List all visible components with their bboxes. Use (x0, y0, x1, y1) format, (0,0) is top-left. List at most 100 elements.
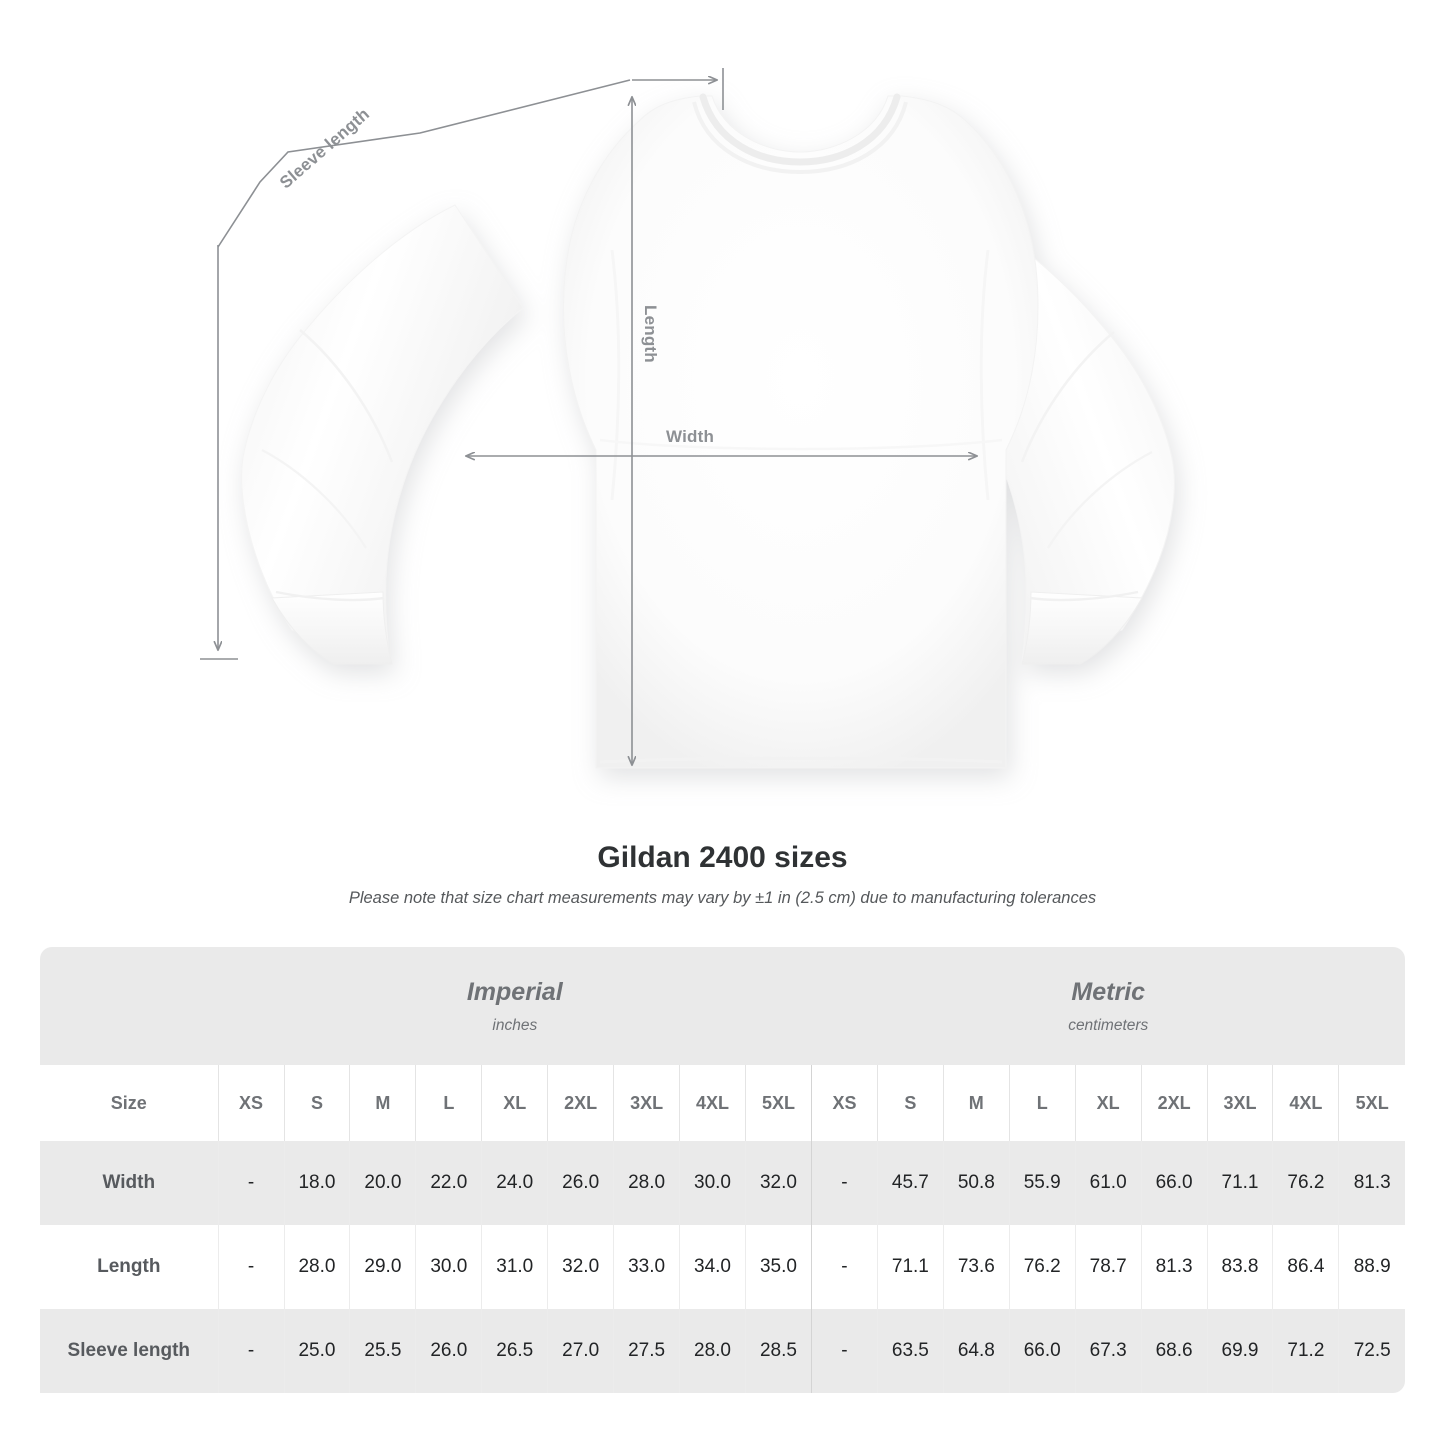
cell-length-metric-s: 71.1 (876, 1225, 944, 1309)
cell-width-metric-4xl: 76.2 (1272, 1141, 1339, 1225)
cell-width-metric-s: 45.7 (876, 1141, 944, 1225)
sleeve-length-diagonal-line (217, 79, 631, 248)
size-corner-header: Size (40, 1065, 219, 1141)
cell-length-imperial-3xl: 33.0 (613, 1225, 680, 1309)
cell-length-imperial-4xl: 34.0 (679, 1225, 746, 1309)
cell-width-metric-3xl: 71.1 (1206, 1141, 1273, 1225)
cell-width-metric-2xl: 66.0 (1140, 1141, 1208, 1225)
cell-length-imperial-l: 30.0 (415, 1225, 482, 1309)
row-label-sleeve-length: Sleeve length (40, 1309, 219, 1393)
size-header-metric-5xl: 5XL (1338, 1065, 1405, 1141)
size-header-imperial-m: M (349, 1065, 416, 1141)
cell-width-imperial-3xl: 28.0 (613, 1141, 680, 1225)
size-header-imperial-4xl: 4XL (679, 1065, 746, 1141)
cell-width-metric-l: 55.9 (1008, 1141, 1076, 1225)
size-header-imperial-xs: XS (217, 1065, 285, 1141)
cell-length-imperial-5xl: 35.0 (744, 1225, 812, 1309)
cell-sleeve-imperial-5xl: 28.5 (744, 1309, 812, 1393)
imperial-name: Imperial (466, 978, 563, 1007)
table-row: Width - 18.0 20.0 22.0 24.0 26.0 28.0 30… (40, 1141, 1405, 1225)
size-header-metric-l: L (1008, 1065, 1076, 1141)
cell-length-metric-5xl: 88.9 (1338, 1225, 1405, 1309)
cell-sleeve-imperial-4xl: 28.0 (679, 1309, 746, 1393)
table-row: Length - 28.0 29.0 30.0 31.0 32.0 33.0 3… (40, 1225, 1405, 1309)
metric-sub: centimeters (1068, 1016, 1149, 1034)
size-header-metric-2xl: 2XL (1140, 1065, 1208, 1141)
garment-shape (241, 93, 1175, 769)
row-label-length: Length (40, 1225, 219, 1309)
cell-width-imperial-4xl: 30.0 (679, 1141, 746, 1225)
unit-banner-row: Imperial inches Metric centimeters (40, 947, 1405, 1065)
cell-sleeve-metric-xl: 67.3 (1074, 1309, 1142, 1393)
tolerance-note: Please note that size chart measurements… (348, 889, 1097, 907)
unit-banner-spacer (40, 947, 219, 1065)
measurement-lines (200, 68, 977, 765)
cell-sleeve-metric-m: 64.8 (942, 1309, 1010, 1393)
cell-sleeve-imperial-s: 25.0 (283, 1309, 350, 1393)
size-header-imperial-2xl: 2XL (547, 1065, 614, 1141)
cell-sleeve-imperial-xl: 26.5 (481, 1309, 548, 1393)
cell-width-metric-xs: - (811, 1141, 878, 1225)
table-row: Sleeve length - 25.0 25.5 26.0 26.5 27.0… (40, 1309, 1405, 1393)
width-label: Width (666, 427, 715, 446)
size-header-imperial-5xl: 5XL (744, 1065, 812, 1141)
size-header-metric-3xl: 3XL (1206, 1065, 1273, 1141)
unit-banner-imperial: Imperial inches (218, 947, 812, 1065)
size-header-imperial-xl: XL (481, 1065, 548, 1141)
cell-length-imperial-xs: - (217, 1225, 285, 1309)
cell-width-imperial-l: 22.0 (415, 1141, 482, 1225)
cell-width-imperial-xl: 24.0 (481, 1141, 548, 1225)
size-header-metric-xs: XS (811, 1065, 878, 1141)
cell-sleeve-metric-2xl: 68.6 (1140, 1309, 1208, 1393)
cell-length-metric-l: 76.2 (1008, 1225, 1076, 1309)
cell-width-imperial-m: 20.0 (349, 1141, 416, 1225)
title-block: Gildan 2400 sizes Please note that size … (0, 840, 1445, 908)
cell-width-imperial-xs: - (217, 1141, 285, 1225)
cell-width-metric-m: 50.8 (942, 1141, 1010, 1225)
cell-sleeve-metric-3xl: 69.9 (1206, 1309, 1273, 1393)
size-header-imperial-s: S (283, 1065, 350, 1141)
imperial-sub: inches (492, 1016, 538, 1034)
cell-length-metric-xs: - (811, 1225, 878, 1309)
cell-length-metric-m: 73.6 (942, 1225, 1010, 1309)
cell-sleeve-metric-xs: - (811, 1309, 878, 1393)
cell-sleeve-imperial-xs: - (217, 1309, 285, 1393)
cell-width-imperial-s: 18.0 (283, 1141, 350, 1225)
cell-length-imperial-s: 28.0 (283, 1225, 350, 1309)
cell-length-imperial-m: 29.0 (349, 1225, 416, 1309)
row-label-width: Width (40, 1141, 219, 1225)
size-table-wrapper: Imperial inches Metric centimeters Size … (40, 947, 1405, 1393)
cell-length-metric-4xl: 86.4 (1272, 1225, 1339, 1309)
cell-width-imperial-5xl: 32.0 (744, 1141, 812, 1225)
cell-sleeve-metric-5xl: 72.5 (1338, 1309, 1405, 1393)
size-header-metric-m: M (942, 1065, 1010, 1141)
cell-sleeve-imperial-2xl: 27.0 (547, 1309, 614, 1393)
cell-length-metric-xl: 78.7 (1074, 1225, 1142, 1309)
cell-length-metric-3xl: 83.8 (1206, 1225, 1273, 1309)
cell-sleeve-imperial-3xl: 27.5 (613, 1309, 680, 1393)
size-header-imperial-l: L (415, 1065, 482, 1141)
cell-width-metric-xl: 61.0 (1074, 1141, 1142, 1225)
cell-width-metric-5xl: 81.3 (1338, 1141, 1405, 1225)
size-header-metric-4xl: 4XL (1272, 1065, 1339, 1141)
cell-length-imperial-xl: 31.0 (481, 1225, 548, 1309)
size-header-metric-xl: XL (1074, 1065, 1142, 1141)
page-title: Gildan 2400 sizes (597, 841, 848, 874)
cell-sleeve-metric-4xl: 71.2 (1272, 1309, 1339, 1393)
size-table: Imperial inches Metric centimeters Size … (40, 947, 1405, 1393)
cell-sleeve-metric-l: 66.0 (1008, 1309, 1076, 1393)
cell-width-imperial-2xl: 26.0 (547, 1141, 614, 1225)
length-label: Length (641, 305, 660, 363)
cell-length-metric-2xl: 81.3 (1140, 1225, 1208, 1309)
cell-sleeve-metric-s: 63.5 (876, 1309, 944, 1393)
size-header-row: Size XS S M L XL 2XL 3XL 4XL 5XL XS S M … (40, 1065, 1405, 1141)
size-header-metric-s: S (876, 1065, 944, 1141)
unit-banner-metric: Metric centimeters (811, 947, 1405, 1065)
cell-length-imperial-2xl: 32.0 (547, 1225, 614, 1309)
cell-sleeve-imperial-l: 26.0 (415, 1309, 482, 1393)
size-header-imperial-3xl: 3XL (613, 1065, 680, 1141)
garment-illustration: Sleeve length Length Width (200, 68, 1175, 769)
garment-svg (200, 68, 1175, 769)
cell-sleeve-imperial-m: 25.5 (349, 1309, 416, 1393)
